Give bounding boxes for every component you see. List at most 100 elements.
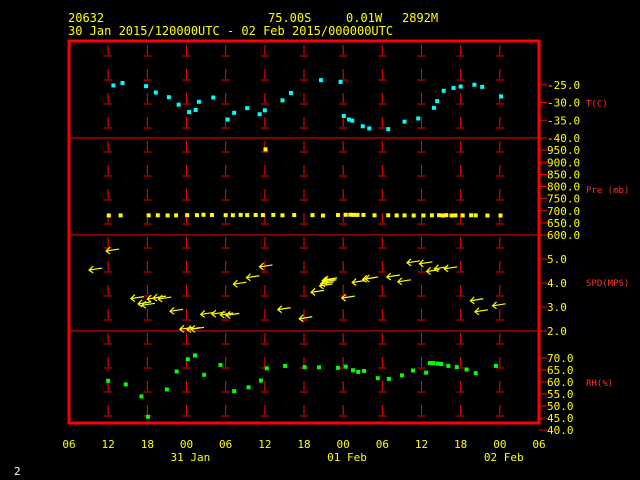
- y-tick-label: -30.0: [547, 97, 580, 110]
- page-number: 2: [14, 465, 21, 478]
- data-point: [348, 212, 353, 217]
- elevation: 2892M: [402, 11, 438, 25]
- wind-arrow: [178, 324, 193, 333]
- wind-arrow: [157, 294, 172, 303]
- data-point: [120, 80, 125, 85]
- data-point: [192, 353, 197, 358]
- data-point: [444, 213, 449, 218]
- data-point: [264, 366, 269, 371]
- data-point: [111, 83, 116, 88]
- data-point: [411, 213, 416, 218]
- data-point: [232, 110, 237, 115]
- data-point: [209, 212, 214, 217]
- data-point: [292, 213, 297, 218]
- data-point: [386, 213, 391, 218]
- data-point: [435, 99, 440, 104]
- data-point: [453, 213, 458, 218]
- data-point: [411, 368, 416, 373]
- data-point: [153, 90, 158, 95]
- x-tick-label: 18: [141, 438, 154, 451]
- wind-arrow: [219, 310, 234, 319]
- data-point: [106, 378, 111, 383]
- data-point: [341, 113, 346, 118]
- wind-arrow: [385, 272, 400, 281]
- data-point: [416, 116, 421, 121]
- wind-arrow: [245, 273, 260, 282]
- data-point: [263, 147, 268, 152]
- data-point: [246, 385, 251, 390]
- data-point: [435, 361, 440, 366]
- data-point: [386, 376, 391, 381]
- y-tick-label: 950.0: [547, 144, 580, 157]
- data-point: [460, 213, 465, 218]
- data-point: [118, 213, 123, 218]
- data-point: [232, 389, 237, 394]
- wind-arrow: [469, 296, 484, 305]
- y-tick-label: 850.0: [547, 168, 580, 181]
- wind-arrow: [129, 294, 144, 303]
- data-point: [360, 124, 365, 129]
- y-tick-label: 800.0: [547, 181, 580, 194]
- data-point: [431, 105, 436, 110]
- data-point: [218, 362, 223, 367]
- data-point: [165, 213, 170, 218]
- x-tick-label: 06: [62, 438, 75, 451]
- x-tick-label: 06: [532, 438, 545, 451]
- data-point: [280, 213, 285, 218]
- wind-arrow: [225, 310, 240, 319]
- wind-arrow: [473, 307, 488, 316]
- date-label: 01 Feb: [327, 451, 367, 464]
- wind-arrow: [276, 305, 291, 314]
- data-point: [338, 79, 343, 84]
- panel-label-2: SPD(MPS): [586, 279, 629, 289]
- data-point: [211, 95, 216, 100]
- data-point: [302, 365, 307, 370]
- x-tick-label: 12: [102, 438, 115, 451]
- data-point: [439, 362, 444, 366]
- wind-arrow: [396, 277, 411, 286]
- y-tick-label: 60.0: [547, 376, 574, 389]
- wind-arrow: [169, 306, 184, 315]
- wind-arrow: [190, 324, 205, 333]
- longitude: 0.01W: [346, 11, 383, 25]
- data-point: [146, 213, 151, 218]
- wind-arrow: [88, 265, 103, 274]
- data-point: [362, 368, 367, 373]
- date-label: 02 Feb: [484, 451, 524, 464]
- data-point: [449, 213, 454, 218]
- y-tick-label: 65.0: [547, 364, 574, 377]
- data-point: [194, 213, 199, 218]
- data-point: [310, 213, 315, 218]
- data-point: [427, 361, 432, 366]
- x-tick-label: 00: [337, 438, 350, 451]
- x-tick-label: 18: [297, 438, 310, 451]
- wind-arrow: [425, 267, 440, 275]
- data-point: [280, 98, 285, 103]
- data-point: [185, 357, 190, 362]
- panel-label-0: T(C): [586, 100, 608, 110]
- data-point: [343, 364, 348, 369]
- data-point: [498, 213, 503, 218]
- wind-arrow: [258, 262, 273, 271]
- data-point: [424, 370, 429, 375]
- data-point: [386, 127, 391, 132]
- wind-arrow: [199, 310, 214, 318]
- y-tick-label: 4.0: [547, 277, 567, 290]
- y-tick-label: 55.0: [547, 388, 574, 401]
- data-point: [441, 213, 446, 218]
- x-tick-label: 12: [415, 438, 428, 451]
- date-label: 31 Jan: [171, 451, 211, 464]
- data-point: [421, 213, 426, 218]
- data-point: [355, 212, 360, 217]
- panel-label-3: RH(%): [586, 379, 613, 389]
- wind-arrow: [443, 264, 458, 273]
- wind-arrow: [364, 274, 379, 283]
- wind-arrow: [141, 300, 156, 309]
- y-tick-label: 750.0: [547, 193, 580, 206]
- data-point: [318, 78, 323, 83]
- data-point: [262, 108, 267, 113]
- data-point: [174, 213, 179, 218]
- data-point: [469, 213, 474, 218]
- data-point: [350, 118, 355, 123]
